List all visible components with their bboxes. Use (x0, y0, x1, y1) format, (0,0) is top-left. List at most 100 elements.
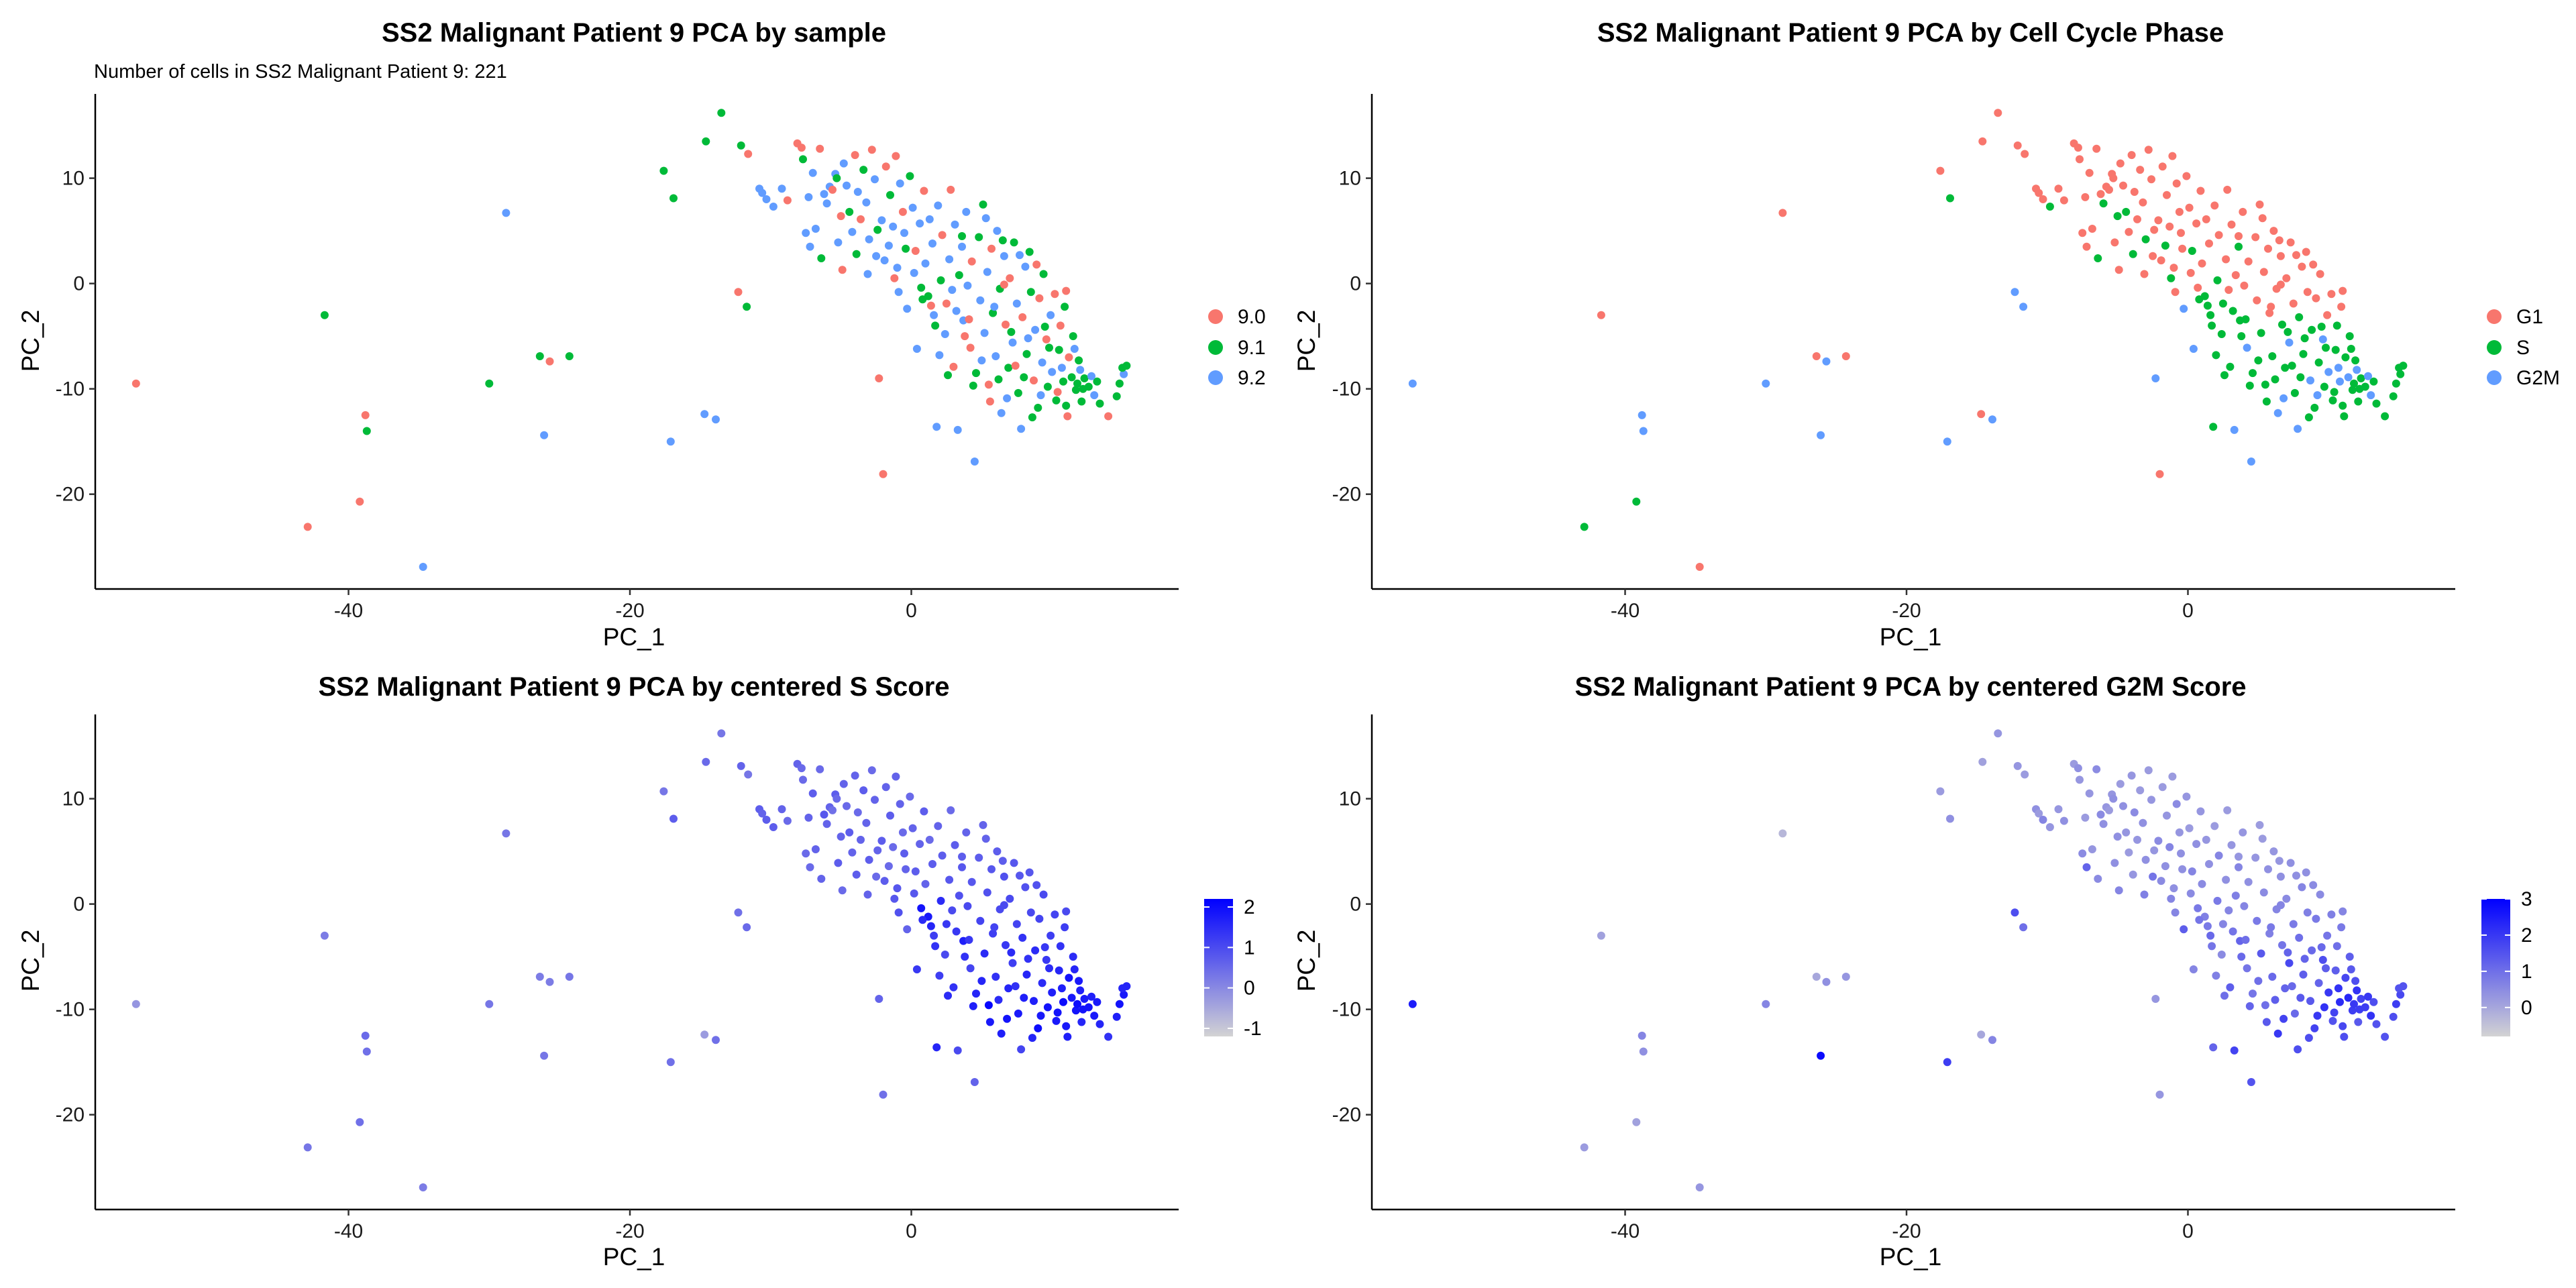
cell-point (362, 427, 371, 435)
cell-point (2243, 964, 2251, 973)
cell-point (2139, 818, 2147, 827)
cell-point (2182, 792, 2191, 801)
x-tick-label: -40 (1611, 1220, 1640, 1242)
cell-point (2313, 1012, 2322, 1020)
cell-point (984, 380, 993, 389)
cell-point (361, 411, 370, 419)
cell-point (717, 729, 726, 738)
cell-point (2081, 813, 2090, 822)
cell-point (2296, 373, 2305, 382)
cell-point (2372, 1020, 2381, 1028)
cell-point (1943, 1058, 1951, 1067)
cell-point (2244, 877, 2253, 886)
cell-point (1065, 973, 1073, 982)
cell-point (962, 207, 971, 216)
cell-point (889, 222, 898, 231)
cell-point (2105, 185, 2113, 194)
cell-point (2304, 1034, 2313, 1042)
cell-point (2113, 212, 2122, 221)
cell-point (2258, 835, 2267, 843)
cell-point (303, 1143, 312, 1152)
cell-point (2119, 181, 2127, 190)
cell-point (659, 166, 668, 175)
cell-point (2288, 362, 2296, 370)
cell-point (419, 563, 427, 571)
cell-point (2203, 922, 2212, 930)
cell-point (2347, 345, 2355, 353)
legend-swatch-g2m (2487, 370, 2502, 385)
cell-point (2078, 229, 2087, 237)
cell-point (2318, 955, 2327, 964)
cell-point (2244, 257, 2253, 266)
cell-point (1936, 787, 1945, 796)
cell-point (485, 1000, 494, 1008)
cell-point (2229, 927, 2237, 936)
cell-point (852, 250, 861, 258)
cell-point (2286, 859, 2295, 867)
cell-point (969, 1002, 977, 1010)
cell-point (1580, 523, 1589, 531)
cell-point (2178, 244, 2187, 253)
cell-point (2314, 979, 2323, 987)
y-tick-label: -20 (56, 1104, 85, 1126)
cell-point (1025, 248, 1034, 256)
cell-point (951, 220, 959, 229)
x-axis-label: PC_1 (603, 1243, 665, 1271)
cell-point (1030, 997, 1038, 1006)
cell-point (1061, 923, 1069, 932)
cell-point (1408, 379, 1417, 388)
x-tick-label: -20 (1892, 1220, 1921, 1242)
cell-point (2229, 307, 2237, 315)
cell-point (2151, 995, 2160, 1003)
cell-point (2230, 1046, 2239, 1055)
cell-point (1063, 412, 1072, 421)
cell-point (985, 1018, 994, 1026)
cell-point (1093, 998, 1102, 1006)
cell-point (958, 853, 966, 861)
cell-point (2273, 409, 2282, 417)
cell-point (941, 330, 949, 338)
cell-point (879, 470, 888, 478)
cell-point (993, 227, 1002, 235)
cell-point (2114, 266, 2123, 274)
cell-point (2261, 380, 2269, 389)
cell-point (2035, 189, 2043, 197)
cell-point (1067, 373, 1076, 382)
cell-point (2313, 391, 2322, 400)
cell-point (947, 185, 955, 194)
cell-point (2267, 923, 2275, 932)
cell-point (1104, 1032, 1113, 1041)
cell-point (1026, 288, 1035, 297)
cell-point (762, 816, 771, 824)
cell-point (811, 845, 820, 853)
cell-point (2218, 299, 2227, 308)
cell-point (2059, 196, 2068, 205)
cell-point (2088, 225, 2096, 233)
cell-point (2328, 1016, 2337, 1025)
y-axis-label: PC_2 (1293, 930, 1320, 992)
cell-point (1035, 294, 1044, 303)
cell-point (734, 288, 743, 297)
cell-point (2019, 303, 2028, 311)
cell-point (2113, 833, 2122, 841)
legend-label-9-0: 9.0 (1238, 306, 1266, 328)
cell-point (822, 199, 831, 208)
cell-point (1977, 410, 1986, 419)
cell-point (804, 193, 813, 201)
cell-point (2295, 933, 2304, 942)
cell-point (2140, 270, 2149, 278)
cell-point (737, 761, 745, 770)
cell-point (853, 188, 862, 196)
x-tick-label: 0 (906, 1220, 917, 1242)
cell-point (666, 1058, 675, 1067)
cell-point (758, 809, 767, 818)
cell-point (1057, 984, 1066, 993)
cell-point (881, 783, 890, 792)
cell-point (2109, 174, 2118, 182)
cell-point (2226, 362, 2235, 371)
cell-point (816, 765, 824, 773)
cell-point (1112, 392, 1121, 400)
cell-point (1052, 396, 1061, 405)
x-axis-label: PC_1 (1880, 1243, 1942, 1271)
cell-point (2223, 806, 2232, 814)
